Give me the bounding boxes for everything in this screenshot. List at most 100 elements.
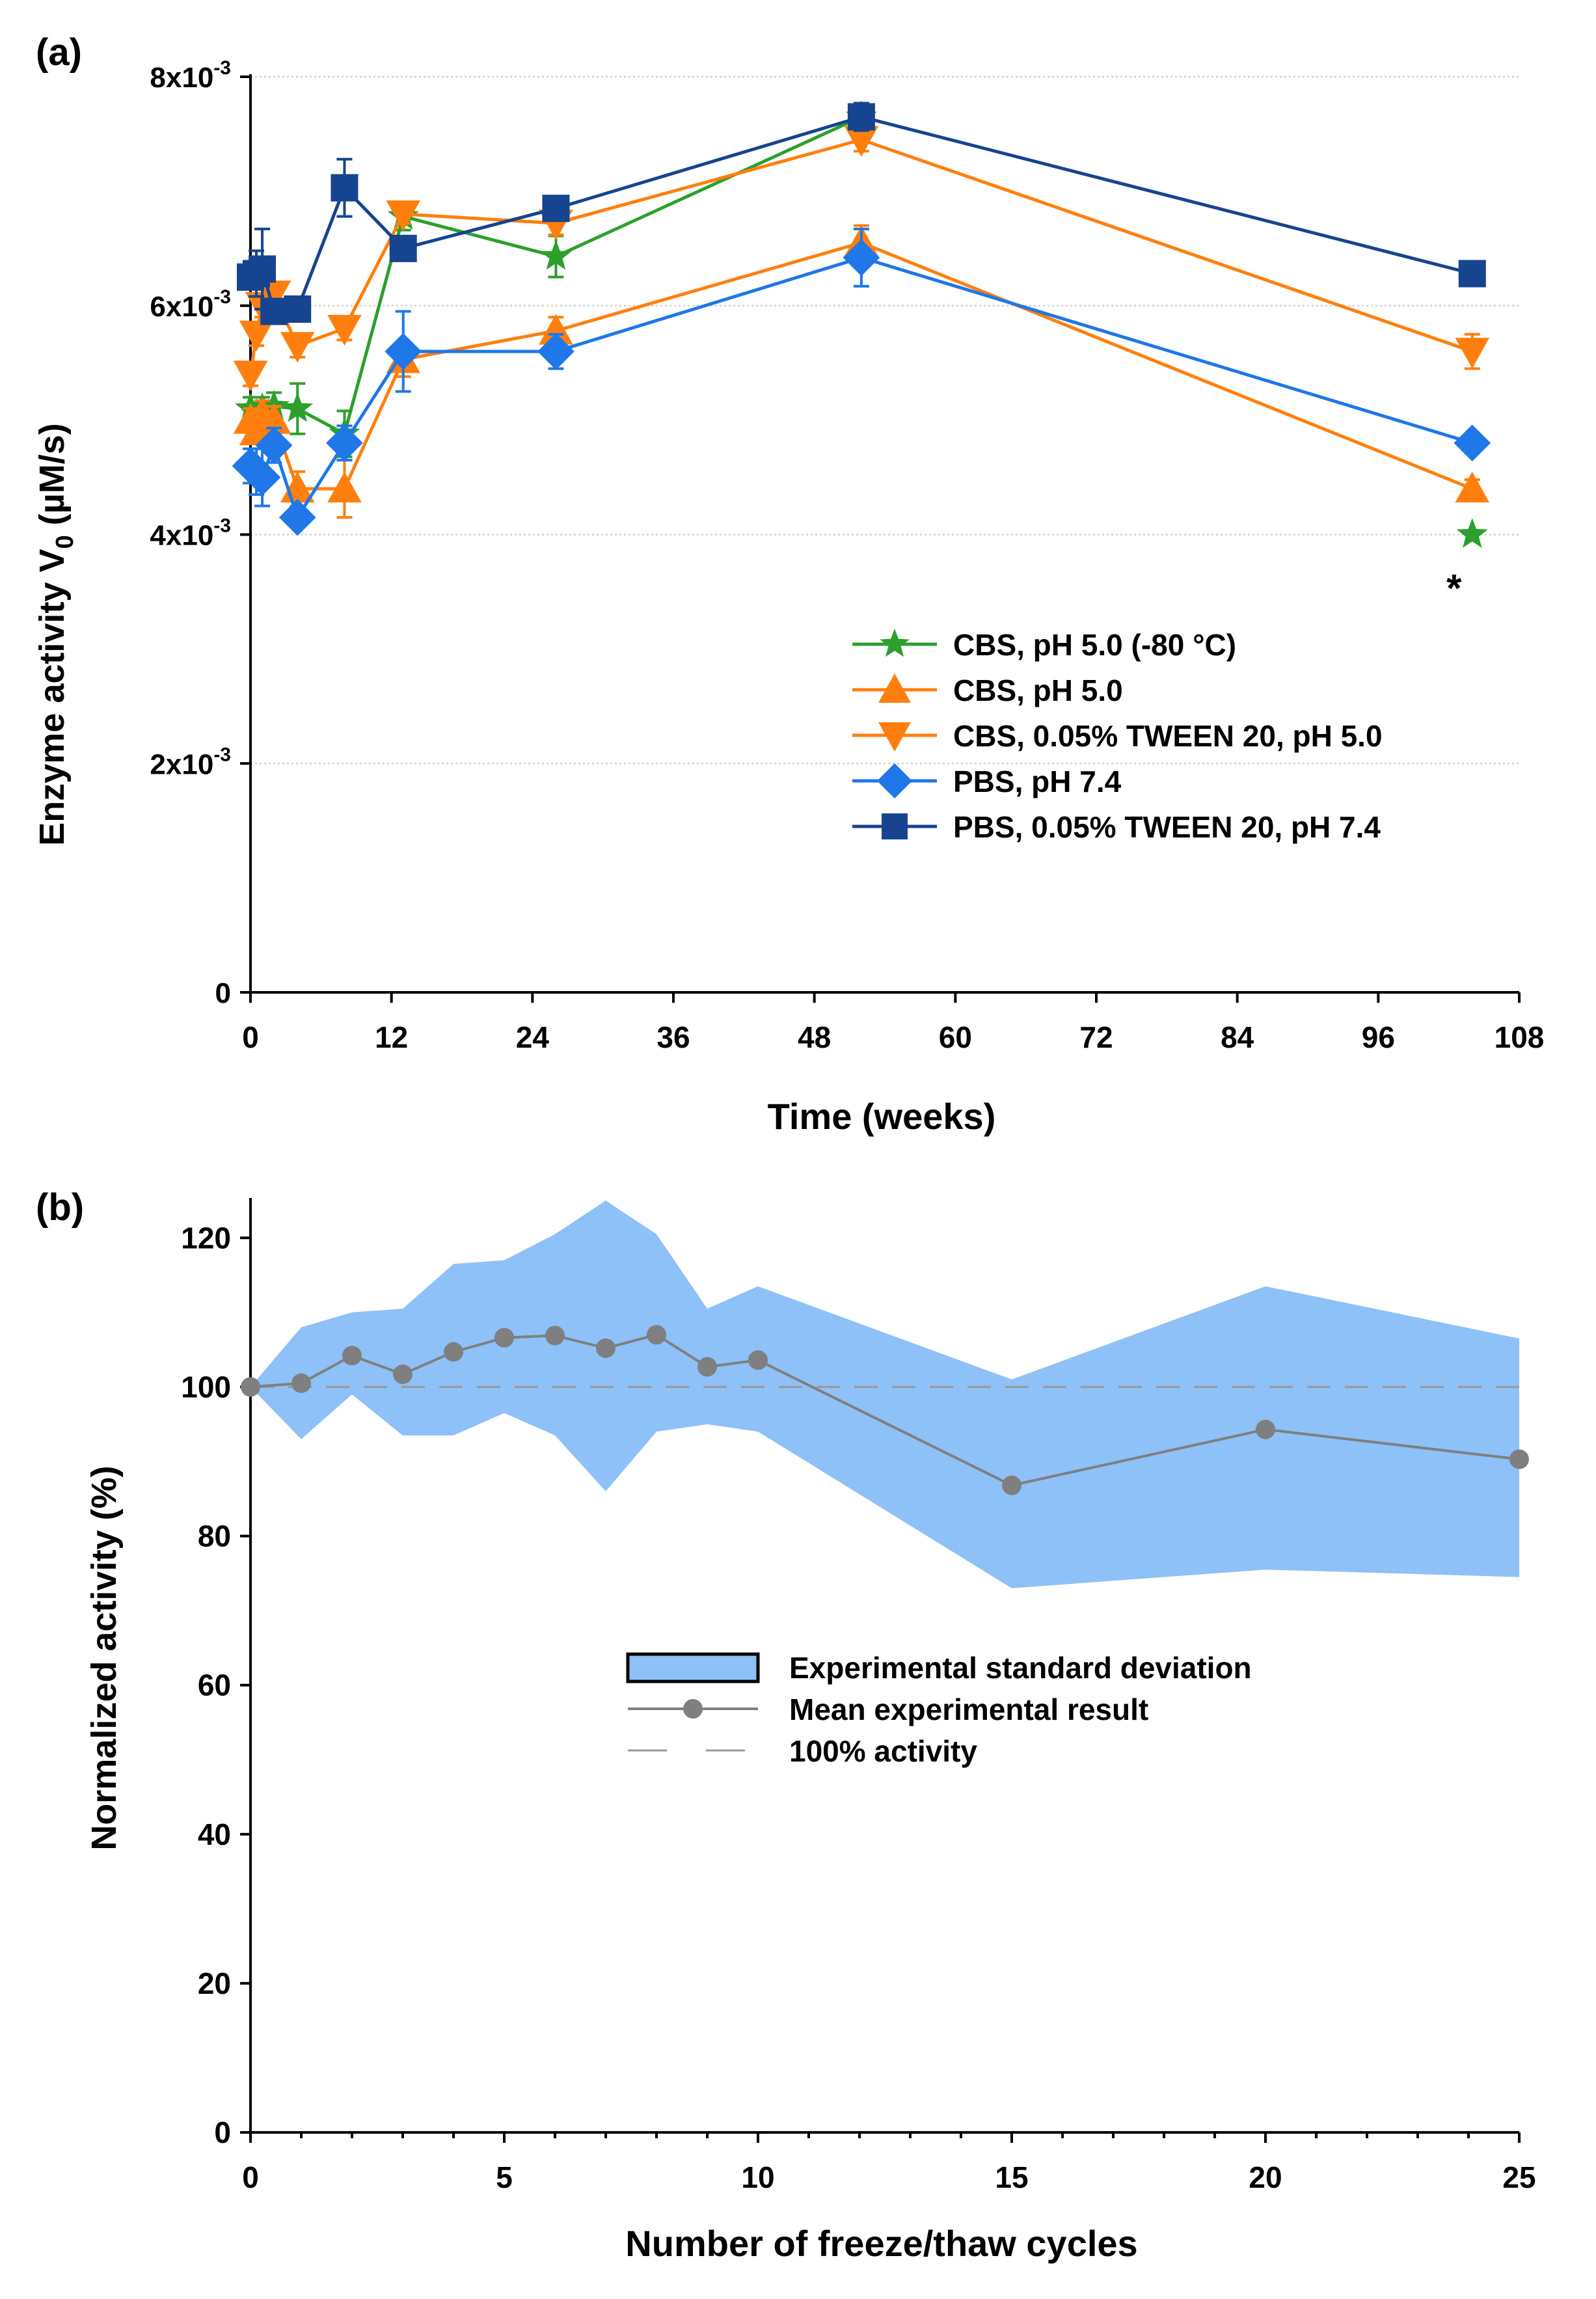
panel-b-legend-label: Experimental standard deviation — [789, 1651, 1252, 1685]
panel-a-data-point — [280, 332, 315, 363]
panel-a-y-axis-label-main: Enzyme activity V — [33, 549, 72, 846]
panel-a-data-point — [278, 498, 316, 536]
panel-a-y-tick-label: 0 — [215, 977, 231, 1009]
panel-a-x-tick-label: 24 — [516, 1020, 550, 1054]
panel-a-data-point — [843, 239, 880, 277]
panel-b-data-point — [291, 1373, 311, 1393]
panel-a-x-tick-label: 72 — [1079, 1020, 1113, 1054]
panel-a-legend-marker — [880, 629, 910, 657]
panel-b-x-ticks: 0 5 10 15 20 25 — [242, 2132, 1536, 2194]
panel-a-y-tick-label: 6x10-3 — [150, 286, 231, 323]
panel-a-x-tick-label: 96 — [1362, 1020, 1395, 1054]
panel-a-y-axis-label: Enzyme activity V0 (µM/s) — [33, 423, 79, 845]
panel-a-y-tick-exponent: -3 — [213, 286, 231, 308]
panel-b-x-tick-label: 25 — [1502, 2160, 1535, 2194]
panel-a-legend: CBS, pH 5.0 (-80 °C) CBS, pH 5.0 CBS, 0.05… — [852, 628, 1383, 844]
panel-b-std-band-area — [250, 1201, 1519, 1588]
panel-a-data-point — [537, 333, 575, 370]
panel-a-x-tick-label: 36 — [656, 1020, 690, 1054]
panel-a-data-point — [327, 471, 362, 503]
panel-a-y-tick-label: 2x10-3 — [150, 744, 231, 780]
panel-a-legend-label: CBS, pH 5.0 (-80 °C) — [953, 628, 1236, 662]
panel-a-legend-entry: PBS, 0.05% TWEEN 20, pH 7.4 — [852, 810, 1381, 844]
panel-a-data-point — [1454, 424, 1491, 462]
panel-a-data-point — [386, 200, 420, 232]
panel-b-legend-label: 100% activity — [789, 1734, 977, 1768]
panel-b-data-point — [494, 1327, 514, 1348]
panel-a-legend-marker — [878, 722, 911, 752]
panel-b-legend-entry: 100% activity — [628, 1734, 977, 1768]
panel-b-data-point — [697, 1357, 717, 1377]
panel-b-y-tick-label: 100 — [181, 1370, 231, 1404]
panel-b-data-point — [342, 1346, 362, 1366]
panel-b-axes — [249, 1198, 1519, 2134]
panel-b-std-band — [250, 1201, 1519, 1588]
panel-a-label: (a) — [36, 31, 82, 74]
panel-a-legend-entry: CBS, pH 5.0 (-80 °C) — [852, 628, 1236, 662]
panel-b-x-tick-label: 0 — [242, 2160, 259, 2194]
panel-a-series — [232, 100, 1491, 548]
panel-a-y-tick-exponent: -3 — [213, 57, 231, 79]
panel-a-y-tick-base: 6x10 — [150, 291, 213, 323]
panel-b-y-tick-label: 80 — [198, 1519, 231, 1553]
panel-b-legend-label: Mean experimental result — [789, 1693, 1148, 1726]
panel-a-x-tick-label: 60 — [939, 1020, 972, 1054]
panel-b-series — [241, 1325, 1529, 1495]
panel-a-legend-label: PBS, pH 7.4 — [953, 765, 1122, 798]
panel-b-x-tick-label: 15 — [995, 2160, 1028, 2194]
panel-b-data-point — [1002, 1475, 1021, 1495]
panel-a-legend-entry: PBS, pH 7.4 — [852, 763, 1122, 798]
panel-a-data-point — [327, 314, 362, 346]
panel-a-data-point — [256, 280, 291, 312]
panel-a-data-point — [1455, 338, 1490, 369]
panel-a-data-point — [326, 424, 363, 462]
panel-a-data-point — [844, 126, 879, 157]
panel-a-series-line — [249, 138, 1473, 375]
panel-b-series-group — [241, 1325, 1529, 1495]
panel-a-data-point — [243, 459, 281, 496]
panel-b-legend-entry: Mean experimental result — [628, 1693, 1148, 1726]
panel-b-y-ticks: 0 20 40 60 80 100 120 — [181, 1221, 250, 2149]
panel-a-data-point — [1458, 260, 1486, 288]
panel-a-data-point — [256, 403, 291, 434]
panel-a-data-point — [260, 297, 288, 325]
panel-a-data-point — [847, 103, 875, 131]
panel-a-asterisk-annotation: * — [1446, 566, 1462, 610]
panel-a-y-axis-label-unit: (µM/s) — [33, 423, 72, 535]
panel-a-data-point — [385, 333, 422, 370]
panel-a-legend-label: PBS, 0.05% TWEEN 20, pH 7.4 — [953, 810, 1381, 844]
panel-a-series-group — [232, 227, 1491, 536]
panel-a-y-tick-base: 4x10 — [150, 520, 213, 552]
panel-a-data-point — [331, 174, 358, 202]
panel-a-legend-label: CBS, 0.05% TWEEN 20, pH 5.0 — [953, 719, 1383, 753]
panel-b-data-point — [748, 1350, 768, 1370]
panel-a-data-point — [1455, 471, 1490, 503]
panel-a-legend-entry: CBS, 0.05% TWEEN 20, pH 5.0 — [852, 719, 1383, 753]
panel-a-data-point — [233, 360, 268, 392]
panel-b-data-point — [647, 1325, 666, 1345]
panel-a-legend-entry: CBS, pH 5.0 — [852, 673, 1123, 707]
panel-b-y-tick-label: 20 — [198, 1966, 231, 2000]
panel-a-data-point — [539, 314, 573, 345]
panel-a-x-tick-label: 48 — [798, 1020, 831, 1054]
panel-b-legend: Experimental standard deviation Mean expe… — [626, 1651, 1252, 1768]
panel-a-y-tick-base: 0 — [215, 977, 231, 1009]
panel-a-legend-marker — [877, 763, 912, 798]
panel-a-x-tick-label: 84 — [1221, 1020, 1254, 1054]
panel-b-x-tick-label: 5 — [496, 2160, 513, 2194]
panel-b-y-tick-label: 0 — [214, 2115, 231, 2149]
panel-a-x-tick-label: 12 — [375, 1020, 408, 1054]
panel-b: (b) 0 5 10 15 20 25 0 20 40 60 80 100 120 Number of… — [36, 1186, 1536, 2264]
panel-b-data-point — [1256, 1419, 1275, 1439]
panel-a-y-tick-base: 8x10 — [150, 62, 213, 94]
panel-a-x-axis-label: Time (weeks) — [768, 1096, 996, 1137]
panel-a-data-point — [239, 320, 274, 351]
panel-a-y-tick-exponent: -3 — [213, 515, 231, 537]
panel-b-x-axis-label: Number of freeze/thaw cycles — [625, 2223, 1137, 2264]
panel-a-x-tick-label: 108 — [1495, 1020, 1545, 1054]
panel-a-y-tick-label: 8x10-3 — [150, 57, 231, 94]
panel-b-label: (b) — [36, 1186, 84, 1229]
